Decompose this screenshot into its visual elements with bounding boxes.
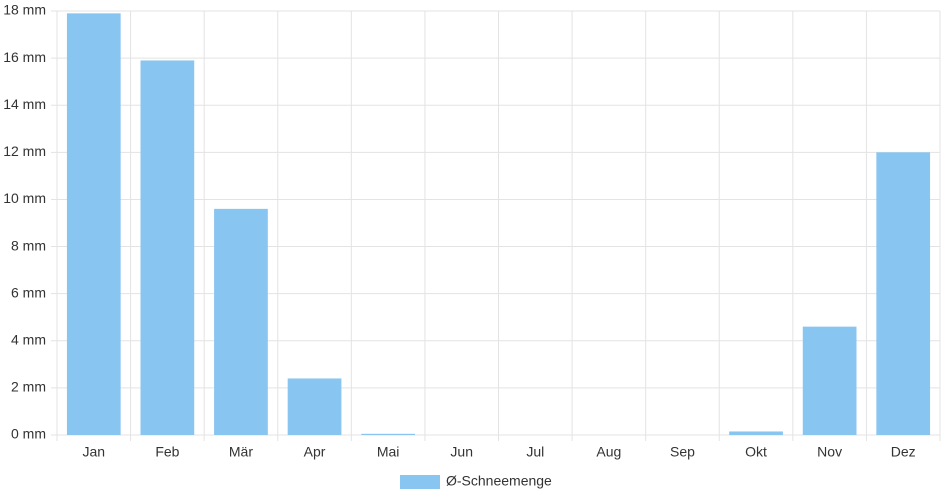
x-tick-label: Mär bbox=[229, 444, 253, 460]
x-tick-label: Jan bbox=[83, 444, 106, 460]
legend-swatch bbox=[400, 475, 440, 489]
y-tick-label: 16 mm bbox=[3, 49, 46, 65]
x-tick-label: Aug bbox=[596, 444, 621, 460]
bar bbox=[66, 13, 121, 435]
x-tick-label: Nov bbox=[817, 444, 842, 460]
x-tick-label: Jul bbox=[526, 444, 544, 460]
bar bbox=[361, 433, 415, 435]
x-tick-label: Feb bbox=[155, 444, 179, 460]
y-tick-label: 18 mm bbox=[3, 2, 46, 18]
y-tick-label: 0 mm bbox=[11, 426, 46, 442]
x-tick-label: Dez bbox=[891, 444, 916, 460]
y-tick-label: 8 mm bbox=[11, 237, 46, 253]
bar bbox=[876, 152, 931, 436]
x-tick-label: Apr bbox=[304, 444, 326, 460]
bar bbox=[287, 378, 342, 435]
legend-label: Ø-Schneemenge bbox=[446, 473, 552, 489]
x-tick-label: Sep bbox=[670, 444, 695, 460]
y-tick-label: 12 mm bbox=[3, 143, 46, 159]
bar bbox=[214, 208, 268, 435]
bar bbox=[140, 60, 195, 435]
y-tick-label: 14 mm bbox=[3, 96, 46, 112]
y-tick-label: 6 mm bbox=[11, 284, 46, 300]
y-tick-label: 2 mm bbox=[11, 379, 46, 395]
x-tick-label: Mai bbox=[377, 444, 400, 460]
bar bbox=[729, 431, 783, 435]
y-tick-label: 4 mm bbox=[11, 331, 46, 347]
y-tick-label: 10 mm bbox=[3, 190, 46, 206]
bar bbox=[802, 326, 857, 435]
x-tick-label: Jun bbox=[450, 444, 473, 460]
x-tick-label: Okt bbox=[745, 444, 767, 460]
